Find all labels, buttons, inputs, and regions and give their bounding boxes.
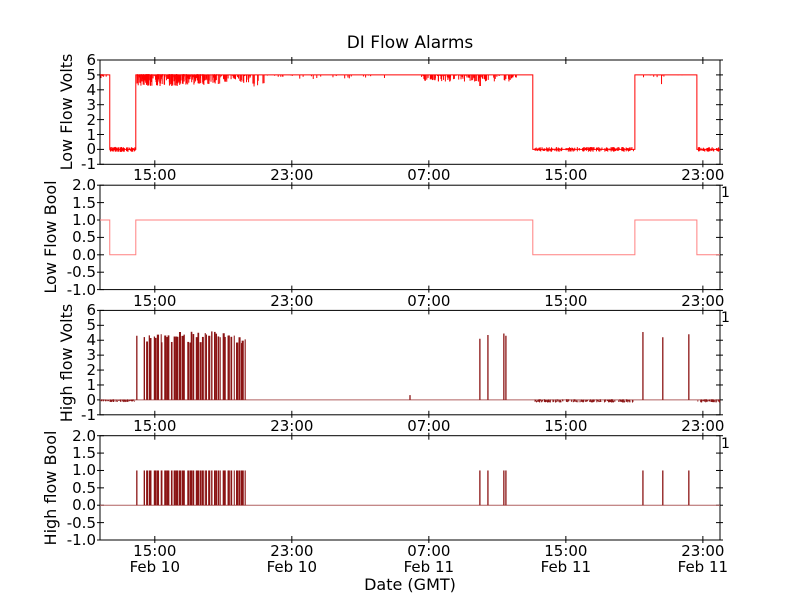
x-tick-label: 23:00 [681, 291, 725, 310]
x-tick-label: 07:00 [407, 542, 451, 560]
series-line [100, 74, 720, 150]
series-label-high-flow-bool: 1 [721, 436, 730, 452]
y-tick-label: -1.0 [66, 531, 96, 549]
y-tick-label: 1.0 [72, 461, 96, 480]
y-tick-label: -0.5 [66, 513, 96, 532]
y-tick-label: 3 [86, 346, 96, 365]
chart-title: DI Flow Alarms [346, 33, 474, 53]
y-tick-label: 5 [86, 316, 96, 335]
x-tick-label: 07:00 [407, 416, 451, 435]
y-tick-label: 0 [86, 140, 96, 159]
x-tick-label: 23:00 [681, 166, 725, 185]
y-tick-label: 5 [86, 65, 96, 84]
y-tick-label: -1 [81, 155, 96, 174]
y-tick-label: 1 [86, 125, 96, 144]
x-date-label: Feb 11 [403, 558, 455, 576]
x-tick-label: 15:00 [133, 166, 177, 185]
y-tick-label: 2 [86, 361, 96, 380]
x-tick-label: 07:00 [407, 166, 451, 185]
x-tick-label: 15:00 [544, 416, 588, 435]
y-tick-label: 1 [86, 375, 96, 394]
series-label-high-flow-volts: 1 [721, 310, 730, 326]
y-tick-label: 0.0 [72, 496, 96, 515]
y-tick-label: 6 [86, 51, 96, 69]
y-tick-label: -1.0 [66, 280, 96, 299]
y-tick-label: 4 [86, 80, 96, 99]
y-tick-label: 1.5 [72, 193, 96, 212]
x-tick-label: 07:00 [407, 291, 451, 310]
x-tick-label: 15:00 [544, 542, 588, 560]
y-tick-label: 6 [86, 301, 96, 320]
x-tick-label: 15:00 [544, 166, 588, 185]
y-tick-label: 1.0 [72, 211, 96, 229]
y-tick-label: 4 [86, 331, 96, 350]
x-tick-label: 23:00 [681, 416, 725, 435]
series-label-low-flow-bool: 1 [721, 185, 730, 201]
x-date-label: Feb 11 [677, 558, 729, 576]
y-tick-label: 1.5 [72, 444, 96, 463]
x-tick-label: 23:00 [270, 291, 314, 310]
x-tick-label: 15:00 [133, 416, 177, 435]
y-tick-label: -0.5 [66, 263, 96, 282]
y-tick-label: 2.0 [72, 176, 96, 195]
x-date-label: Feb 11 [540, 558, 592, 576]
x-date-label: Feb 10 [129, 558, 181, 576]
y-tick-label: 0.5 [72, 228, 96, 247]
y-tick-label: 0.0 [72, 245, 96, 264]
x-date-label: Feb 10 [266, 558, 318, 576]
x-tick-label: 23:00 [270, 416, 314, 435]
x-tick-label: 15:00 [133, 542, 177, 560]
y-tick-label: -1 [81, 405, 96, 424]
x-tick-label: 15:00 [133, 291, 177, 310]
y-tick-label: 2 [86, 110, 96, 129]
y-tick-label: 0 [86, 390, 96, 409]
y-tick-label: 2.0 [72, 426, 96, 445]
series-line [100, 219, 720, 256]
x-tick-label: 23:00 [681, 542, 725, 560]
x-tick-label: 15:00 [544, 291, 588, 310]
y-tick-label: 0.5 [72, 478, 96, 497]
x-axis-label: Date (GMT) [364, 575, 456, 594]
x-tick-label: 23:00 [270, 166, 314, 185]
y-tick-label: 3 [86, 95, 96, 114]
x-tick-label: 23:00 [270, 542, 314, 560]
